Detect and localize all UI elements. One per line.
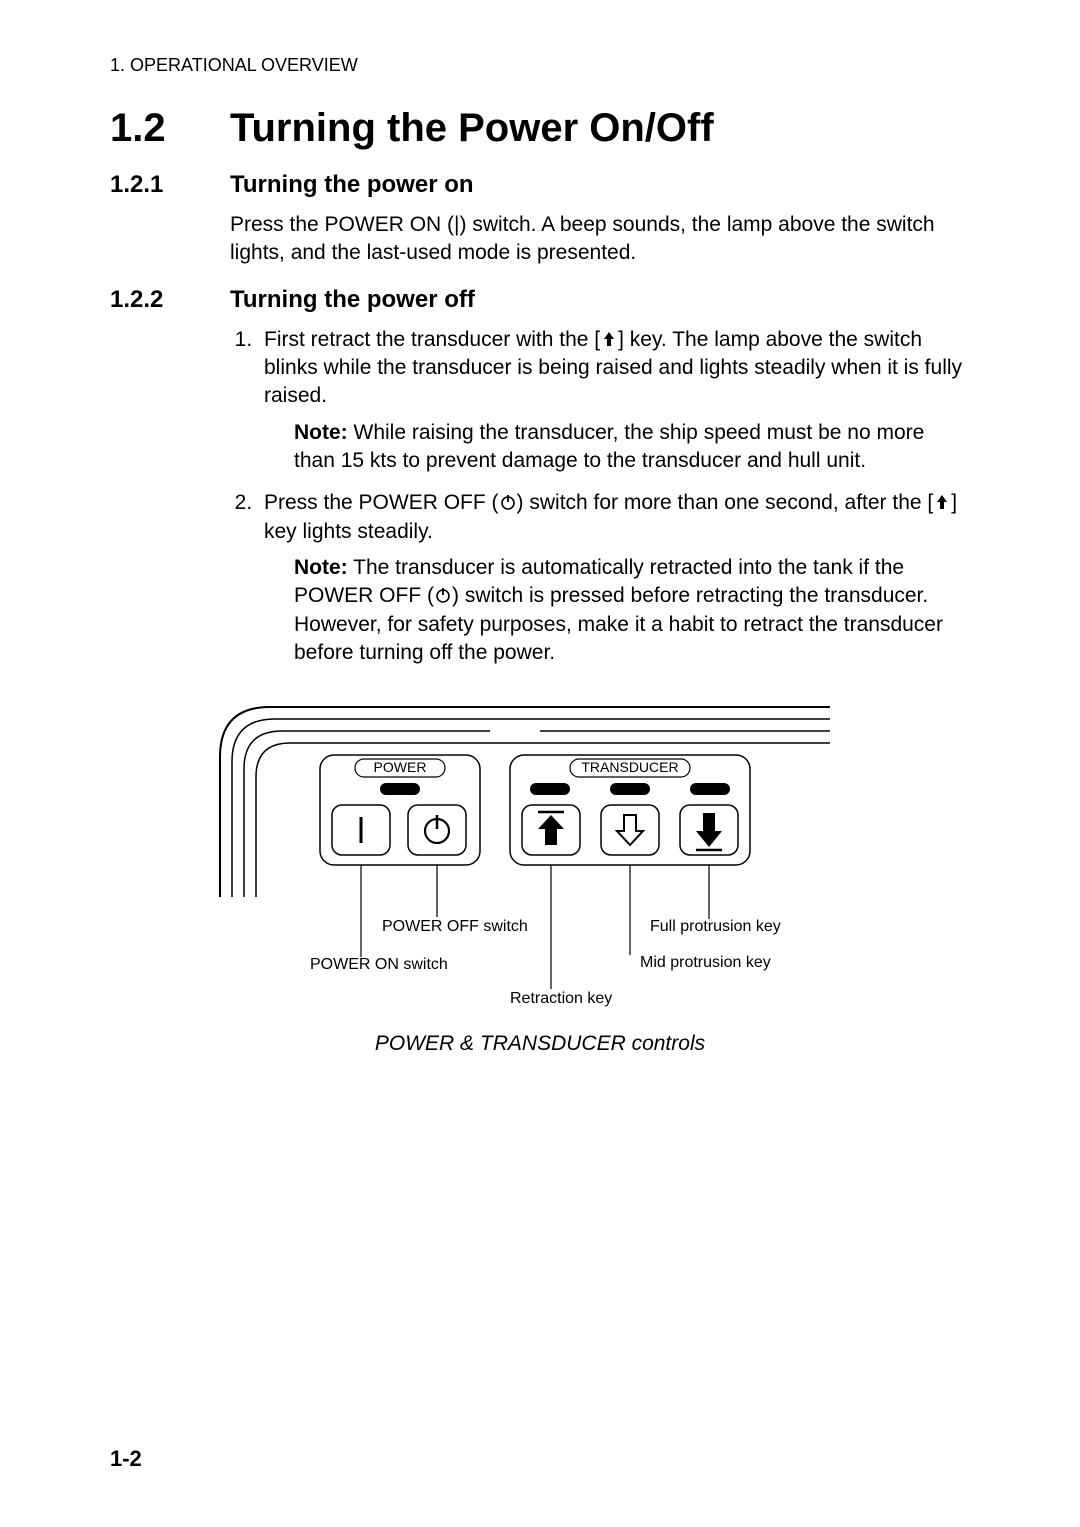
up-arrow-icon (933, 493, 951, 511)
note-2: Note: The transducer is automatically re… (294, 554, 970, 667)
figure: POWER TRANSDUCER (110, 697, 970, 1056)
page-number: 1-2 (110, 1446, 142, 1472)
callout-full-protrusion: Full protrusion key (650, 918, 781, 935)
sub1-paragraph: Press the POWER ON (|) switch. A beep so… (230, 211, 970, 268)
power-icon (499, 493, 517, 511)
subsection-1-title: Turning the power on (230, 171, 474, 198)
section-heading: 1.2Turning the Power On/Off (110, 106, 970, 151)
subsection-1-number: 1.2.1 (110, 171, 230, 199)
callout-mid-protrusion: Mid protrusion key (640, 954, 771, 971)
subsection-2-heading: 1.2.2Turning the power off (110, 286, 970, 314)
section-number: 1.2 (110, 106, 230, 151)
note1-label: Note: (294, 421, 348, 444)
section-title: Turning the Power On/Off (230, 106, 714, 150)
callout-power-on: POWER ON switch (310, 956, 448, 973)
subsection-1-heading: 1.2.1Turning the power on (110, 171, 970, 199)
note-1: Note: While raising the transducer, the … (294, 419, 970, 476)
transducer-panel-label: TRANSDUCER (581, 759, 678, 775)
power-panel-label: POWER (374, 759, 427, 775)
power-icon (434, 586, 452, 604)
step-2: Press the POWER OFF ( ) switch for more t… (258, 489, 970, 667)
subsection-2-number: 1.2.2 (110, 286, 230, 314)
running-header: 1. OPERATIONAL OVERVIEW (110, 55, 970, 76)
step2-text-a: Press the POWER OFF ( (264, 491, 499, 514)
controls-diagram: POWER TRANSDUCER (210, 697, 870, 1017)
step1-text-a: First retract the transducer with the [ (264, 328, 600, 351)
callout-power-off: POWER OFF switch (382, 918, 528, 935)
subsection-2-title: Turning the power off (230, 286, 475, 313)
note1-body: While raising the transducer, the ship s… (294, 421, 924, 472)
callout-retraction: Retraction key (510, 990, 612, 1007)
figure-caption: POWER & TRANSDUCER controls (110, 1032, 970, 1056)
note2-label: Note: (294, 556, 348, 579)
step-1: First retract the transducer with the []… (258, 326, 970, 476)
step2-text-b: ) switch for more than one second, after… (517, 491, 934, 514)
up-arrow-icon (600, 330, 618, 348)
steps-list: First retract the transducer with the []… (230, 326, 970, 668)
